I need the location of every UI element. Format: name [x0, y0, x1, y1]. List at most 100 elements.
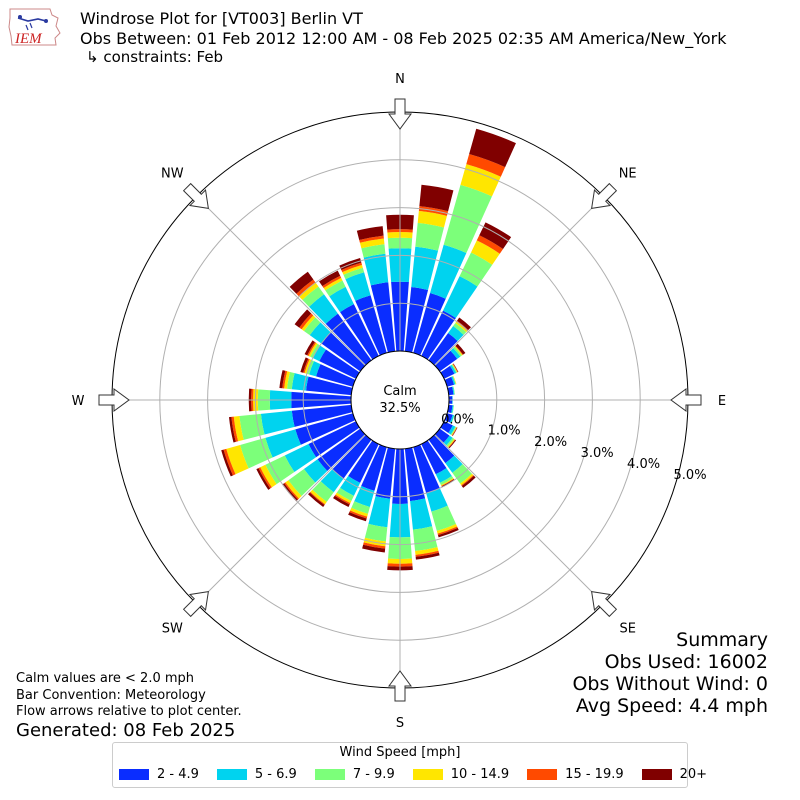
flow-arrow-icon: [182, 182, 209, 209]
windrose-bar-segment: [363, 253, 389, 286]
direction-label: E: [718, 394, 726, 409]
windrose-bar-segment: [452, 363, 458, 373]
windrose-bar-segment: [444, 376, 455, 387]
windrose-bar-segment: [460, 473, 474, 486]
windrose-bar-segment: [321, 332, 365, 372]
windrose-bar-segment: [334, 494, 351, 505]
windrose-bar-segment: [351, 501, 370, 514]
windrose-bar-segment: [343, 267, 365, 280]
windrose-bar-segment: [421, 440, 447, 475]
windrose-bar-segment: [452, 405, 454, 414]
windrose-bar-segment: [461, 475, 476, 488]
windrose-bar-segment: [284, 371, 290, 389]
windrose-bar-segment: [223, 448, 236, 476]
windrose-bar-segment: [413, 444, 440, 494]
windrose-bar-segment: [288, 469, 316, 496]
windrose-bar-segment: [469, 128, 516, 168]
direction-label: SW: [162, 622, 183, 637]
windrose-bar-segment: [309, 294, 338, 324]
windrose-bar-segment: [448, 439, 457, 449]
flow-arrow-icon: [670, 388, 702, 412]
windrose-bar-segment: [289, 271, 314, 294]
direction-label: N: [395, 72, 405, 87]
windrose-bar-segment: [461, 475, 474, 486]
windrose-bar-segment: [451, 405, 454, 414]
summary-title: Summary: [676, 629, 768, 651]
radial-tick-labels: 0.0% 1.0% 2.0% 3.0% 4.0% 5.0%: [441, 412, 706, 483]
windrose-bar-segment: [265, 455, 295, 485]
windrose-bar-segment: [455, 343, 466, 355]
flow-arrow-icon: [98, 388, 130, 412]
windrose-bar-segment: [439, 476, 454, 486]
windrose-bar-segment: [404, 447, 426, 502]
legend-item: 15 - 19.9: [527, 767, 624, 782]
legend-swatch: [527, 769, 558, 780]
windrose-bar-segment: [452, 427, 458, 436]
calm-value: 32.5%: [379, 401, 420, 416]
windrose-bar-segment: [452, 364, 458, 373]
legend-swatch: [314, 769, 345, 780]
windrose-bar-segment: [364, 523, 388, 542]
windrose-bar-segment: [359, 235, 384, 243]
flow-arrow-icon: [591, 591, 618, 618]
windrose-bar-segment: [440, 477, 454, 486]
windrose-bar-segment: [466, 154, 506, 177]
windrose-bar-segment: [359, 238, 385, 249]
generated-date: Generated: 08 Feb 2025: [16, 720, 236, 741]
windrose-bar-segment: [411, 246, 439, 290]
windrose-bar-segment: [332, 435, 372, 479]
windrose-bar-segment: [445, 455, 463, 473]
radial-tick-label: 2.0%: [534, 435, 567, 450]
windrose-bar-segment: [299, 313, 314, 330]
windrose-bar-segment: [308, 492, 325, 507]
radial-tick-label: 5.0%: [674, 468, 707, 483]
windrose-bar-segment: [455, 345, 464, 355]
windrose-bar-segment: [453, 346, 462, 357]
windrose-bar-segment: [443, 276, 478, 319]
windrose-bar-segment: [440, 365, 455, 379]
windrose-bar-segment: [459, 252, 493, 287]
windrose-bar-segment: [306, 359, 314, 375]
windrose-bar-segment: [312, 345, 326, 362]
windrose-bar-segment: [282, 370, 288, 389]
windrose-bar-segment: [446, 437, 455, 447]
windrose-bar-segment: [316, 364, 356, 387]
legend-label: 15 - 19.9: [565, 767, 624, 782]
windrose-bar-segment: [450, 426, 457, 436]
legend-item: 10 - 14.9: [412, 767, 509, 782]
windrose-bar-segment: [317, 428, 365, 471]
windrose-bar-segment: [418, 206, 449, 216]
windrose-bar-segment: [363, 542, 386, 549]
windrose-bar-segment: [441, 479, 455, 488]
windrose-bar-segment: [312, 481, 334, 502]
windrose-bar-segment: [375, 447, 396, 499]
windrose-bar-segment: [256, 468, 271, 490]
legend: Wind Speed [mph] 2 - 4.9 5 - 6.9 7 - 9.9 10…: [112, 742, 707, 788]
windrose-bar-segment: [233, 416, 244, 442]
windrose-bar-segment: [419, 184, 454, 212]
legend-item: 7 - 9.9: [314, 767, 395, 782]
windrose-bar-segment: [325, 280, 346, 297]
direction-label: NE: [619, 166, 637, 181]
windrose-bar-segment: [368, 496, 391, 528]
windrose-bar-segment: [451, 427, 457, 436]
windrose-bar-segment: [476, 235, 504, 254]
windrose-bar-segment: [301, 315, 316, 331]
windrose-bar-segment: [348, 512, 367, 522]
chart-title: Windrose Plot for [VT003] Berlin VT: [80, 9, 363, 28]
windrose-bar-segment: [260, 410, 295, 435]
windrose-bar-segment: [323, 277, 343, 291]
windrose-bar-segment: [309, 491, 326, 506]
legend-label: 5 - 6.9: [254, 767, 297, 782]
windrose-bar-segment: [451, 427, 458, 436]
windrose-bar-segment: [260, 464, 277, 488]
windrose-bar-segment: [282, 483, 298, 502]
windrose-bar-segment: [415, 222, 444, 251]
avg-speed: Avg Speed: 4.4 mph: [575, 695, 768, 717]
windrose-bar-segment: [304, 340, 315, 356]
windrose-bar-segment: [310, 343, 321, 359]
radial-tick-label: 3.0%: [581, 446, 614, 461]
windrose-bar-segment: [448, 439, 456, 448]
windrose-bar-segment: [300, 357, 309, 373]
